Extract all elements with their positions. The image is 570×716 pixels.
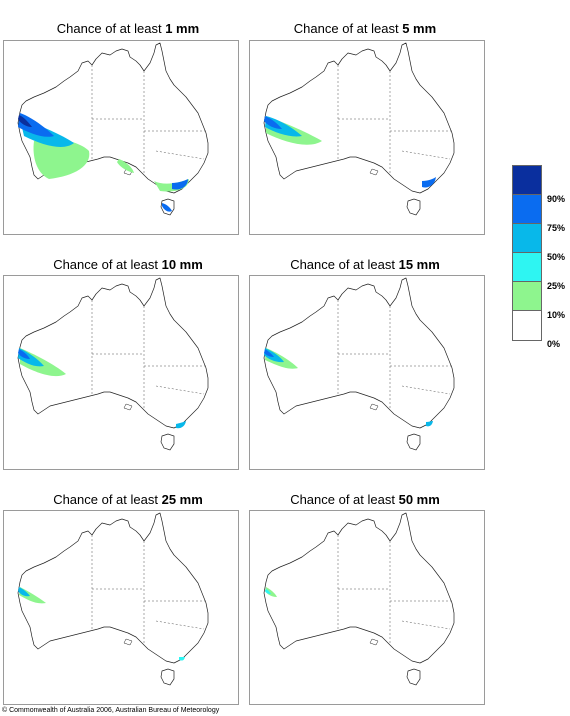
- legend-label-10: 10%: [547, 310, 566, 320]
- australia-map-5mm: [263, 42, 455, 216]
- rain-overlay-10mm: [18, 348, 186, 429]
- australia-map-15mm: [263, 277, 455, 451]
- panel-title-5mm: Chance of at least 5 mm: [293, 21, 437, 36]
- copyright-notice: © Commonwealth of Australia 2006, Austra…: [2, 707, 220, 714]
- australia-map-1mm: [17, 42, 209, 216]
- rain-overlay-5mm: [264, 116, 436, 188]
- map-panel-5mm: [249, 40, 485, 235]
- legend-swatch-25: [512, 252, 542, 282]
- legend-swatch-10: [512, 281, 542, 311]
- legend-label-25: 25%: [547, 281, 566, 291]
- legend-label-50: 50%: [547, 252, 566, 262]
- australia-map-25mm: [17, 512, 209, 686]
- panel-title-10mm: Chance of at least 10 mm: [53, 257, 203, 272]
- map-panel-15mm: [249, 275, 485, 470]
- legend-label-90: 90%: [547, 194, 566, 204]
- legend-label-75: 75%: [547, 223, 566, 233]
- map-panel-10mm: [3, 275, 239, 470]
- rain-overlay-25mm: [18, 587, 185, 661]
- legend-label-0: 0%: [547, 339, 561, 349]
- panel-title-25mm: Chance of at least 25 mm: [53, 492, 203, 507]
- legend-swatch-75: [512, 194, 542, 224]
- rain-overlay-15mm: [264, 348, 433, 427]
- rain-overlay-1mm: [18, 113, 189, 212]
- australia-map-10mm: [17, 277, 209, 451]
- legend-swatch-90: [512, 165, 542, 195]
- rain-overlay-50mm: [265, 587, 277, 597]
- legend-swatch-50: [512, 223, 542, 253]
- australia-map-50mm: [263, 512, 455, 686]
- map-panel-25mm: [3, 510, 239, 705]
- panel-title-50mm: Chance of at least 50 mm: [290, 492, 440, 507]
- panel-title-15mm: Chance of at least 15 mm: [290, 257, 440, 272]
- map-panel-50mm: [249, 510, 485, 705]
- legend-swatch-0: [512, 310, 542, 341]
- map-panel-1mm: [3, 40, 239, 235]
- panel-title-1mm: Chance of at least 1 mm: [56, 21, 200, 36]
